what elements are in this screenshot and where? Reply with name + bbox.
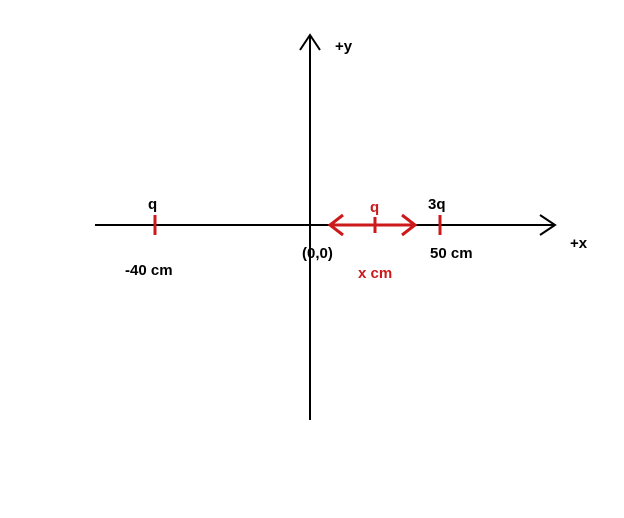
middle-charge-label: q (370, 199, 379, 216)
right-charge-position: 50 cm (430, 245, 473, 262)
y-axis-label: +y (335, 38, 352, 55)
right-charge-label: 3q (428, 196, 446, 213)
origin-label: (0,0) (302, 245, 333, 262)
left-charge-label: q (148, 196, 157, 213)
left-charge-position: -40 cm (125, 262, 173, 279)
middle-charge-position: x cm (358, 265, 392, 282)
x-axis-label: +x (570, 235, 587, 252)
